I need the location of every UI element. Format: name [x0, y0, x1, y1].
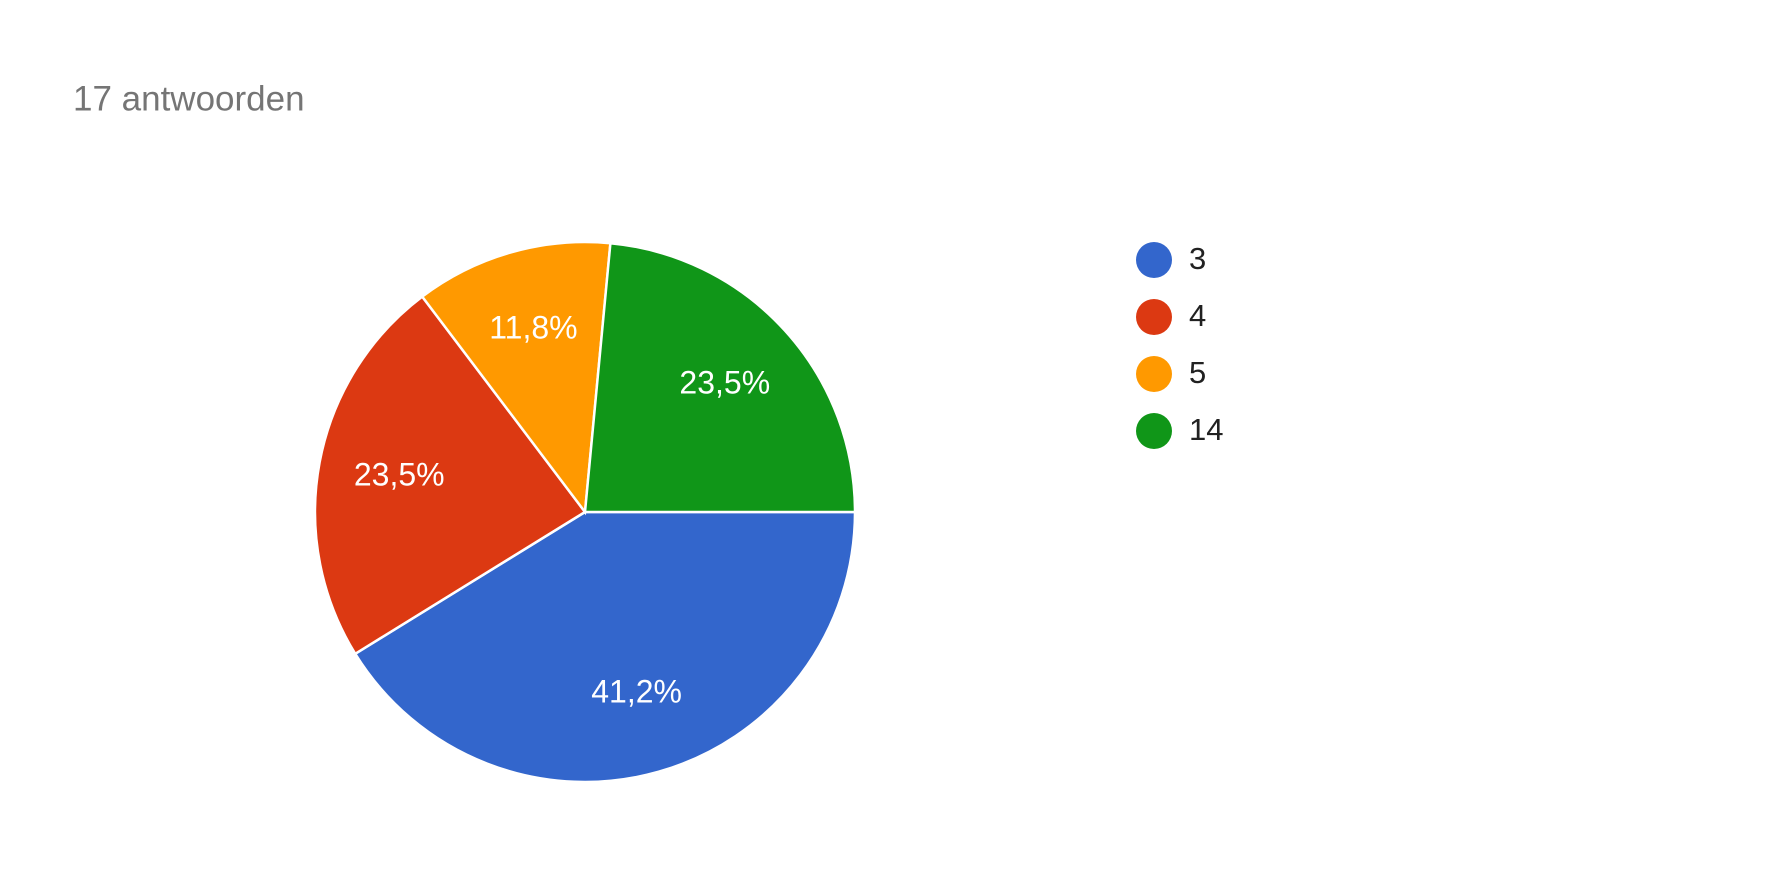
- legend-label: 3: [1189, 241, 1206, 276]
- legend-label: 4: [1189, 298, 1206, 333]
- data-label: 11,8%: [489, 310, 577, 346]
- data-label: 41,2%: [591, 673, 682, 709]
- data-label: 23,5%: [679, 364, 770, 400]
- chart-title: 17 antwoorden: [73, 79, 305, 118]
- legend-marker: [1136, 356, 1172, 392]
- legend-label: 14: [1189, 412, 1223, 447]
- pie-slice: [583, 241, 857, 514]
- legend-marker: [1136, 242, 1172, 278]
- pie-slice: [313, 294, 587, 656]
- legend-marker: [1136, 299, 1172, 335]
- pie-slice: [420, 240, 612, 516]
- data-label: 23,5%: [354, 457, 445, 493]
- legend-marker: [1136, 413, 1172, 449]
- legend-label: 5: [1189, 355, 1206, 390]
- pie-slice: [353, 510, 857, 784]
